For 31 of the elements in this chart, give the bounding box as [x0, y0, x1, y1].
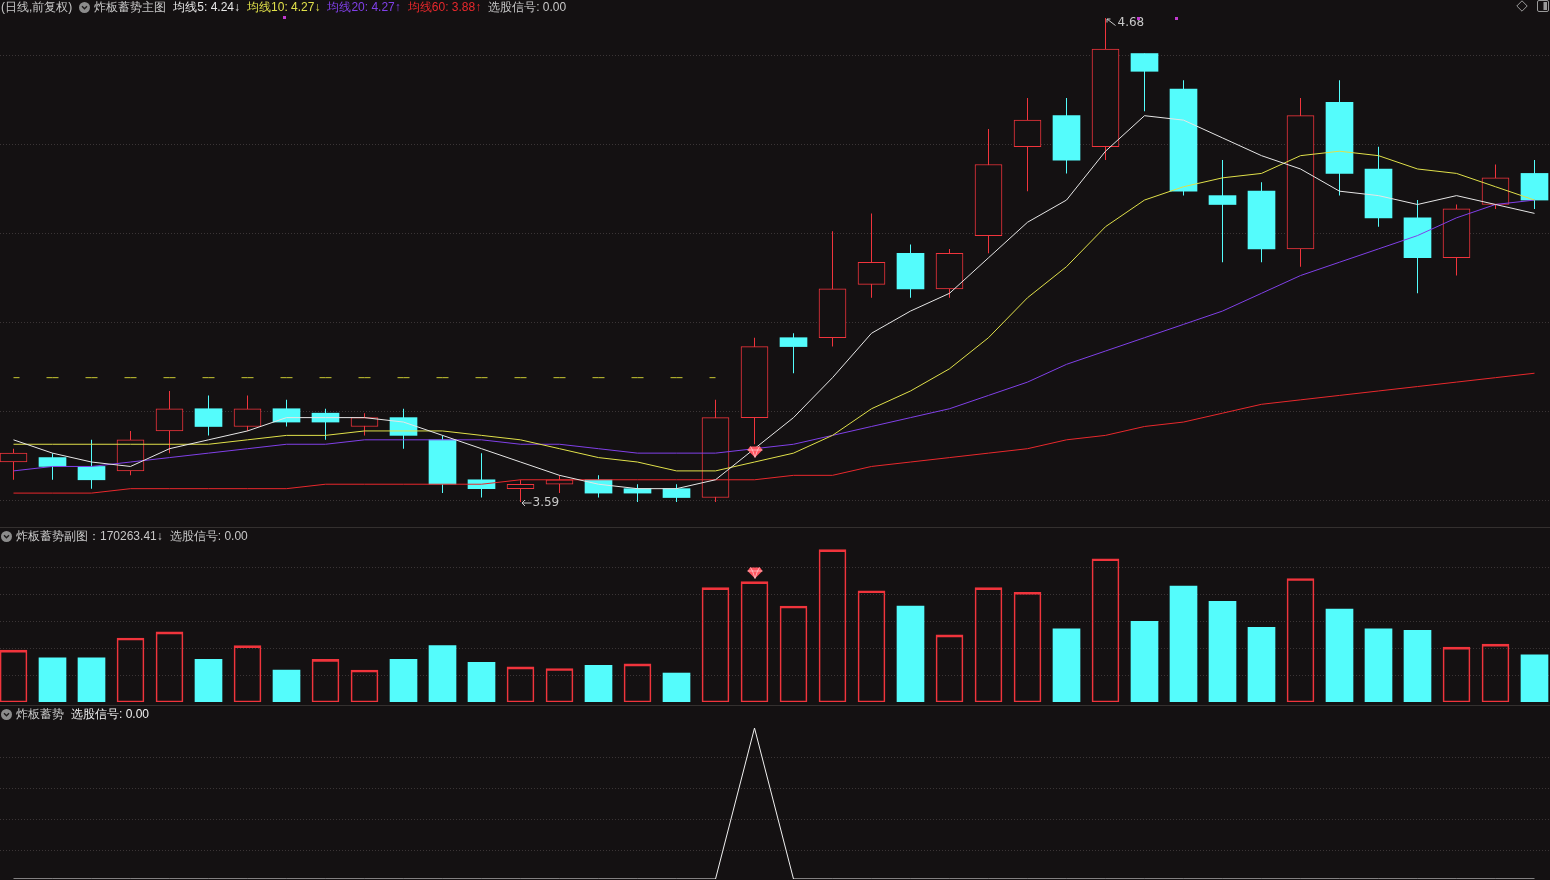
- bar: [467, 662, 496, 702]
- bar: [1130, 620, 1159, 702]
- text: 3.59: [532, 495, 560, 510]
- chart-title: (日线,前复权): [1, 0, 73, 14]
- chart-title: 炸板蓄势副图：170263.41↓: [16, 529, 163, 543]
- text: 均线5: 4.24↓: [173, 0, 241, 14]
- bar: [1520, 654, 1549, 702]
- bar: [1364, 628, 1393, 702]
- bar: [1208, 601, 1237, 702]
- bar: [584, 665, 613, 702]
- text: 选股信号: 0.00: [71, 707, 150, 721]
- bar: [662, 672, 691, 702]
- bar: [1403, 630, 1432, 702]
- bar: [77, 657, 106, 702]
- bar: [389, 658, 418, 702]
- chart-subtitle: 炸板蓄势主图: [94, 0, 167, 14]
- text: 选股信号: 0.00: [488, 0, 567, 14]
- bar: [428, 645, 457, 702]
- bar: [896, 605, 925, 702]
- chart-title: 炸板蓄势: [16, 707, 64, 721]
- bar: [1052, 628, 1081, 702]
- bar: [1247, 626, 1276, 702]
- bar: [38, 657, 67, 702]
- bar: [272, 669, 301, 702]
- text: 均线20: 4.27↑: [327, 0, 401, 14]
- text: 均线60: 3.88↑: [407, 0, 482, 14]
- bar: [194, 658, 223, 702]
- text: 选股信号: 0.00: [169, 529, 248, 543]
- text: 均线10: 4.27↓: [247, 0, 321, 14]
- bar: [1169, 585, 1198, 702]
- bar: [1325, 608, 1354, 702]
